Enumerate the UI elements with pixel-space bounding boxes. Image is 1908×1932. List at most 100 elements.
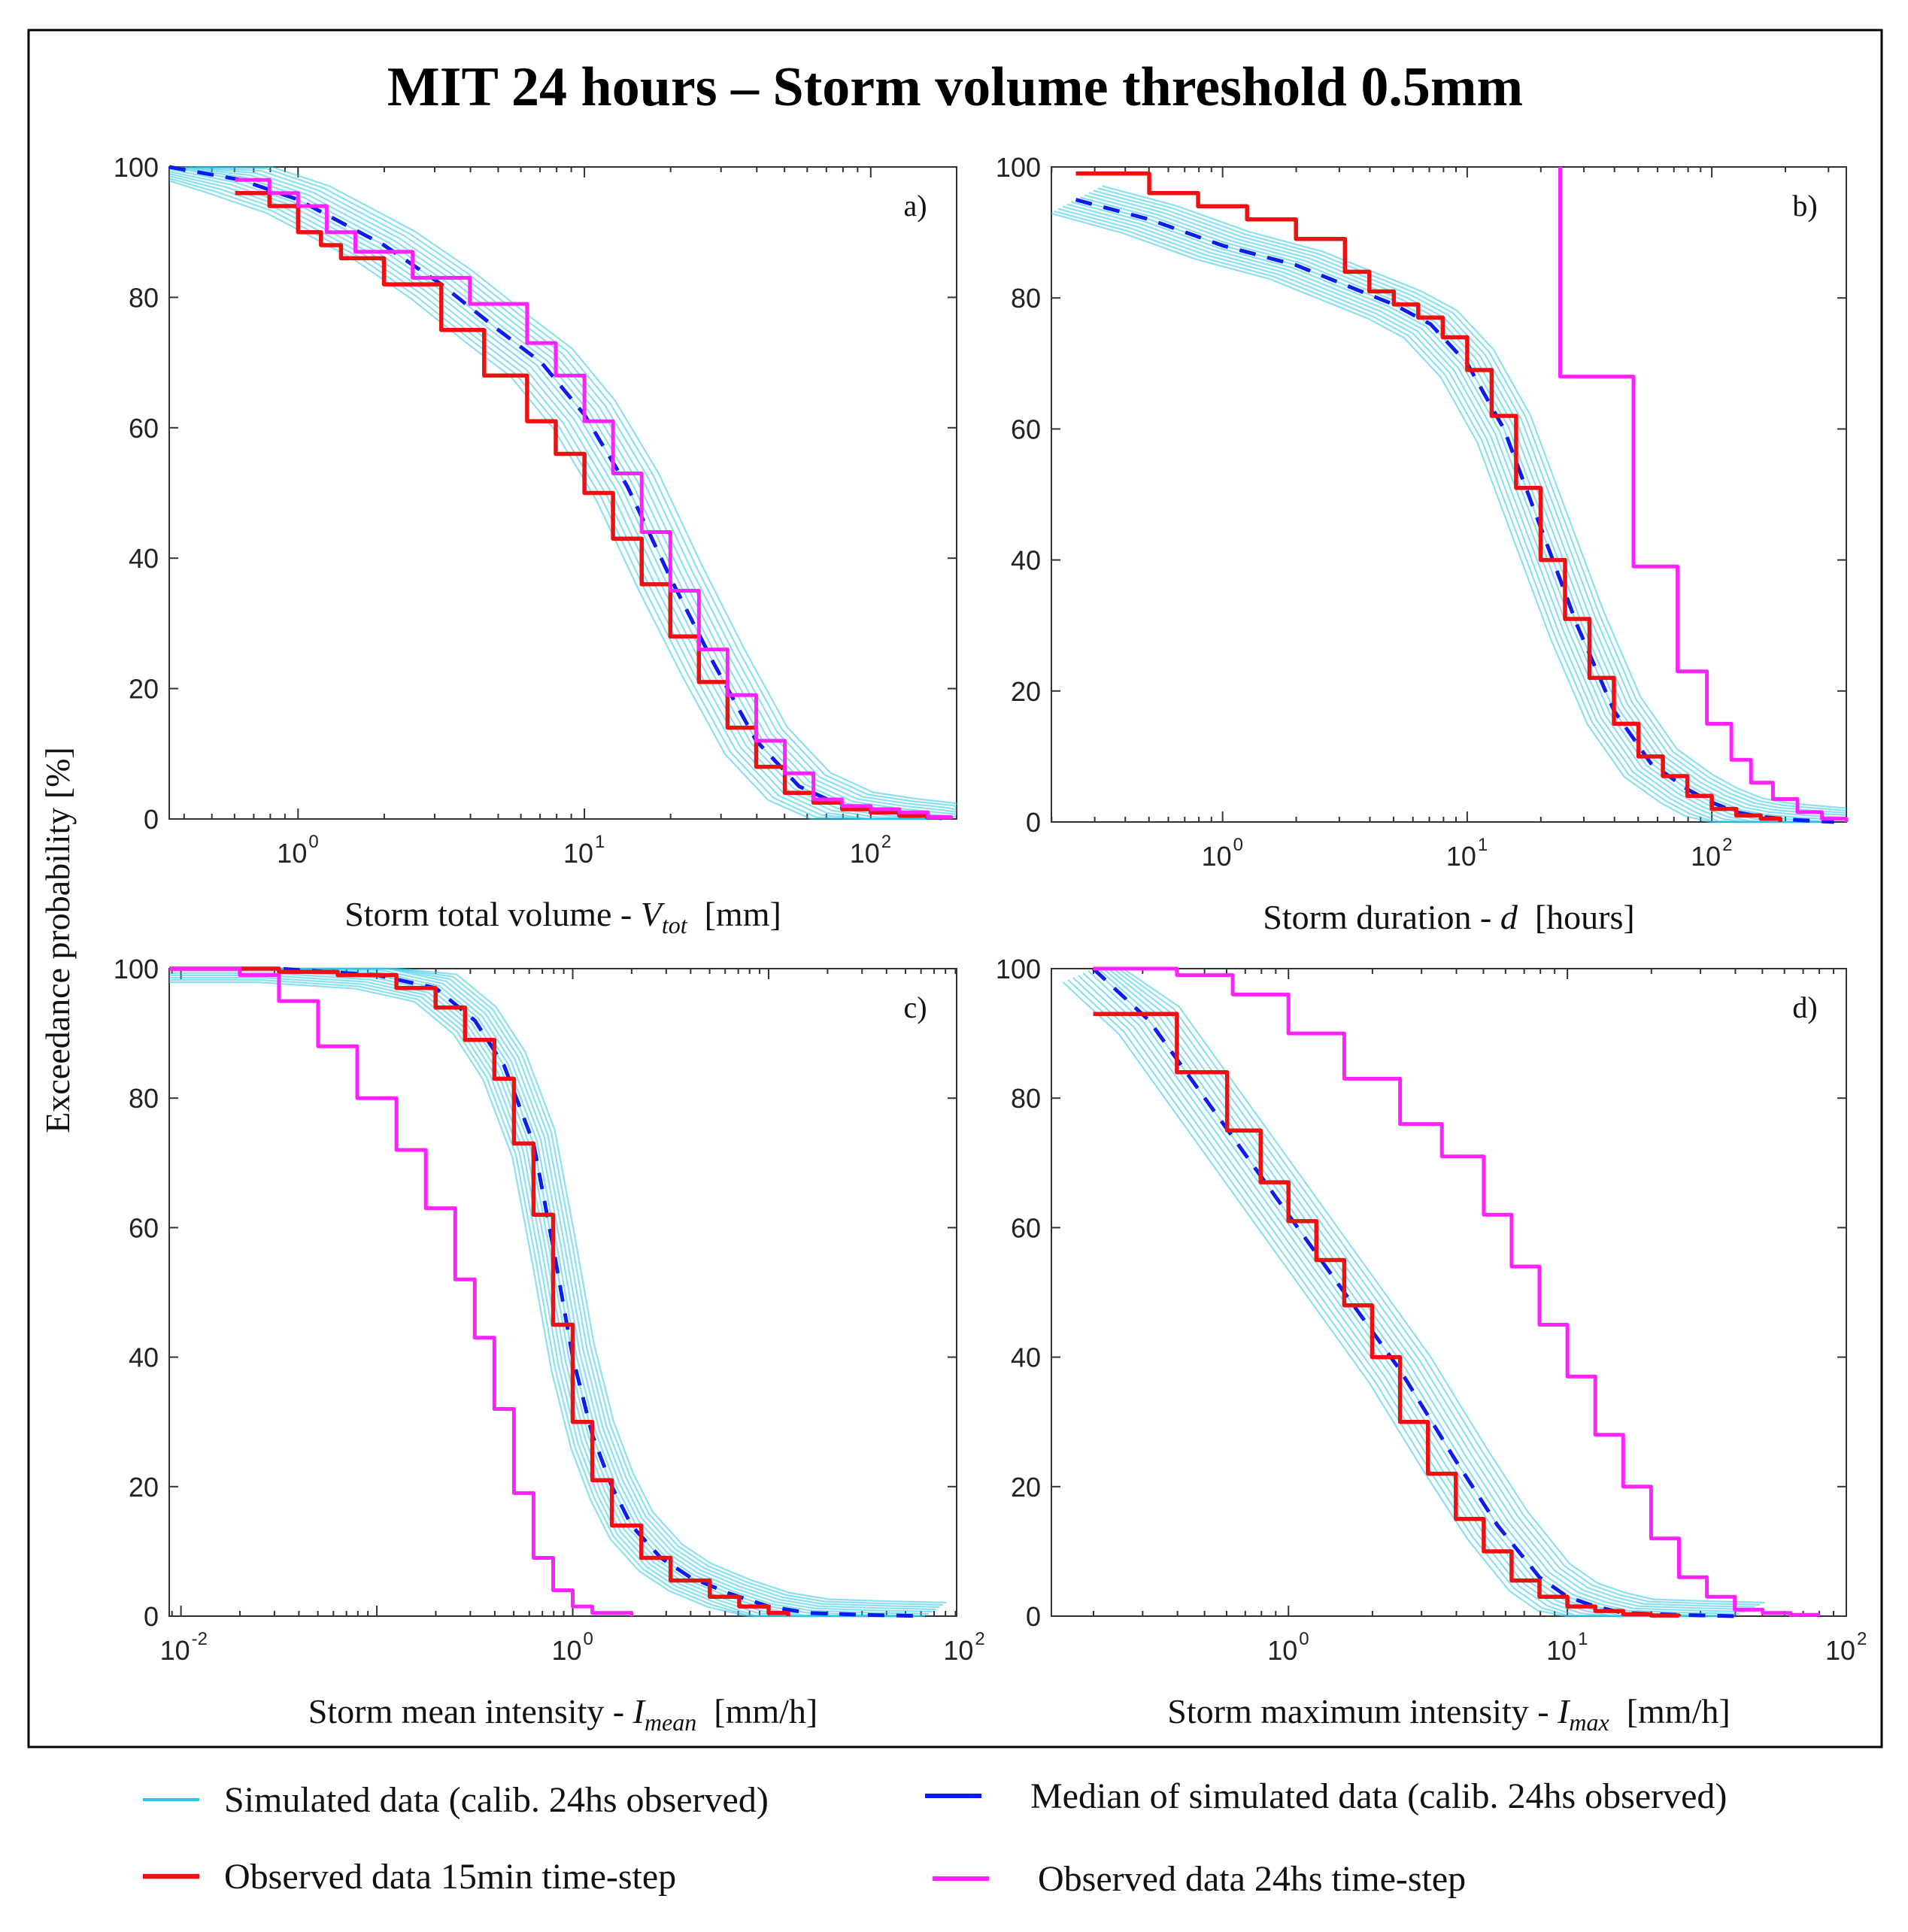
x-tick-exponent: 2: [881, 832, 891, 852]
simulated-curve: [200, 165, 958, 805]
panel-label: c): [903, 990, 927, 1024]
y-tick-label: 100: [996, 152, 1041, 183]
x-tick-exponent: 2: [1857, 1629, 1867, 1649]
x-axis-label-subscript: mean: [645, 1709, 696, 1736]
y-tick-label: 20: [129, 1472, 159, 1503]
y-tick-label: 20: [1011, 1472, 1041, 1503]
x-axis-label-subscript: tot: [662, 911, 688, 939]
x-axis-label-unit: [mm]: [687, 895, 781, 933]
x-tick-label: 10: [1825, 1635, 1855, 1666]
x-tick-exponent: 2: [975, 1629, 984, 1649]
x-tick-exponent: 1: [595, 832, 605, 852]
y-tick-label: 0: [144, 804, 159, 835]
panel-label: a): [903, 189, 927, 223]
simulated-curve: [179, 165, 957, 815]
simulated-curve: [1057, 208, 1817, 823]
x-axis-label: Storm maximum intensity - Imax [mm/h]: [1167, 1692, 1730, 1736]
x-axis-label: Storm duration - d [hours]: [1263, 898, 1634, 936]
simulated-curve: [1084, 194, 1843, 818]
y-tick-label: 0: [1026, 807, 1041, 838]
x-axis-label-unit: [mm/h]: [696, 1692, 817, 1730]
simulated-curve: [1054, 210, 1812, 823]
simulated-curve: [1082, 972, 1725, 1618]
legend: Simulated data (calib. 24hs observed) Med…: [143, 1776, 1727, 1899]
x-tick-label: 10: [160, 1635, 190, 1666]
simulated-curve: [1051, 212, 1808, 823]
simulated-curve: [190, 165, 957, 811]
x-tick-exponent: 0: [584, 1629, 593, 1649]
y-tick-label: 80: [1011, 1083, 1041, 1114]
x-tick-label: 10: [1202, 841, 1232, 872]
simulated-curve: [183, 967, 940, 1608]
x-tick-exponent: -2: [192, 1629, 208, 1649]
y-tick-label: 60: [129, 413, 159, 444]
y-tick-label: 80: [1011, 283, 1041, 314]
y-tick-label: 100: [114, 152, 159, 183]
simulated-curve: [1118, 968, 1761, 1606]
x-tick-label: 10: [1546, 1635, 1576, 1666]
x-tick-exponent: 0: [308, 832, 318, 852]
legend-label-observed-15min: Observed data 15min time-step: [224, 1857, 676, 1897]
x-axis-label-subscript: max: [1569, 1709, 1609, 1736]
x-axis-label-text: Storm maximum intensity -: [1167, 1692, 1558, 1730]
simulated-curve: [190, 967, 947, 1603]
x-tick-label: 10: [1267, 1635, 1297, 1666]
legend-label-simulated: Simulated data (calib. 24hs observed): [224, 1780, 769, 1820]
series-observed-24h: [169, 966, 634, 1616]
x-axis-label: Storm mean intensity - Imean [mm/h]: [308, 1692, 817, 1736]
simulated-curve: [1071, 201, 1830, 823]
simulated-curve: [172, 967, 930, 1615]
simulated-curve: [169, 974, 915, 1618]
y-tick-label: 80: [129, 1083, 159, 1114]
legend-label-median: Median of simulated data (calib. 24hs ob…: [1030, 1776, 1727, 1816]
simulated-curve: [1123, 968, 1765, 1603]
y-axis-label: Exceedance probability [%]: [38, 747, 77, 1133]
x-axis-label-variable: I: [632, 1692, 647, 1730]
y-tick-label: 40: [1011, 1342, 1041, 1373]
x-tick-exponent: 1: [1478, 835, 1488, 855]
plot-area: [1051, 968, 1847, 1617]
series-observed-24h: [1558, 167, 1849, 822]
x-tick-label: 10: [1691, 841, 1721, 872]
simulated-curve: [1077, 975, 1720, 1618]
simulated-curve: [1103, 968, 1746, 1613]
simulated-curve: [169, 981, 905, 1618]
x-tick-label: 10: [943, 1635, 973, 1666]
y-tick-label: 40: [1011, 545, 1041, 576]
x-axis-label-unit: [hours]: [1518, 898, 1635, 936]
y-tick-label: 100: [114, 954, 159, 984]
y-tick-label: 60: [1011, 414, 1041, 444]
panel-label: b): [1792, 189, 1817, 223]
simulated-curve: [169, 969, 922, 1618]
simulated-curve: [169, 977, 912, 1618]
x-axis-label-variable: I: [1557, 1692, 1571, 1730]
x-axis-label-variable: V: [641, 895, 666, 933]
simulated-curve: [1093, 190, 1847, 814]
simulated-curve: [1080, 196, 1839, 821]
y-tick-label: 60: [1011, 1212, 1041, 1243]
y-tick-label: 20: [1011, 676, 1041, 707]
simulated-curve: [1108, 968, 1750, 1611]
y-tick-label: 20: [129, 674, 159, 705]
simulated-curve: [1088, 192, 1847, 816]
simulated-curve: [168, 171, 941, 820]
plot-area: [168, 166, 957, 820]
x-axis-label: Storm total volume - Vtot [mm]: [344, 895, 781, 939]
x-tick-label: 10: [277, 838, 307, 869]
x-axis-label-text: Storm total volume -: [344, 895, 641, 933]
simulated-curve: [187, 967, 943, 1606]
y-tick-label: 60: [129, 1212, 159, 1243]
x-axis-label-text: Storm duration -: [1263, 898, 1500, 936]
simulated-curve: [168, 175, 930, 820]
y-tick-label: 0: [1026, 1601, 1041, 1632]
x-tick-label: 10: [1446, 841, 1476, 872]
series-observed-24h: [1093, 966, 1821, 1617]
y-tick-label: 40: [129, 1342, 159, 1373]
simulated-curve: [180, 967, 936, 1611]
series-observed-15min: [235, 190, 954, 820]
